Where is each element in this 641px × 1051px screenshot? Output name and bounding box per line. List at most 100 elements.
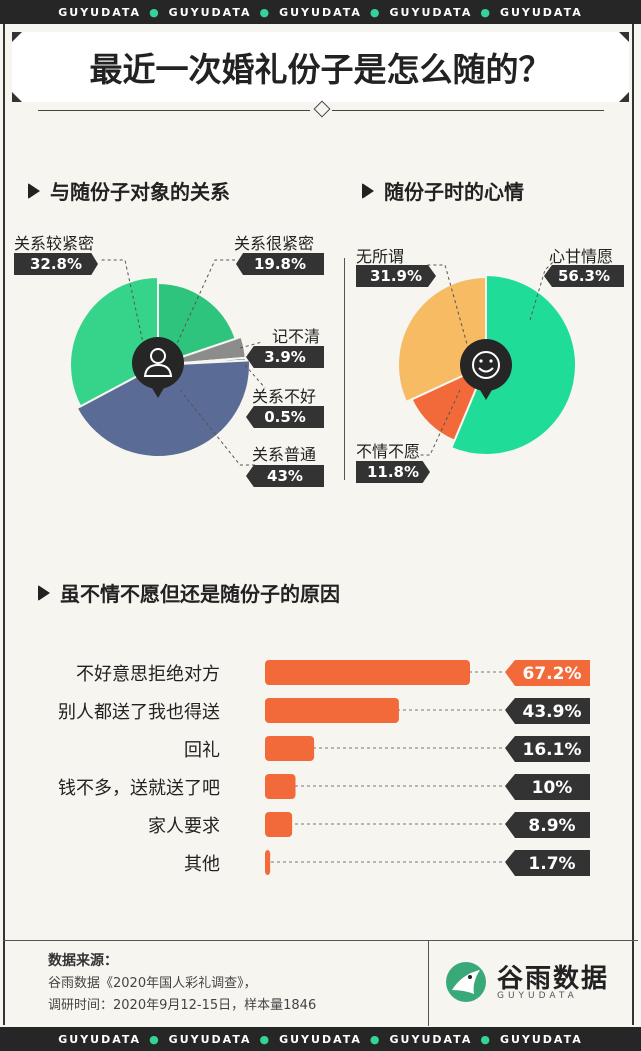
strip-brand-text: GUYUDATA xyxy=(279,5,362,19)
pie1-value-forgot: 3.9% xyxy=(246,346,324,368)
footer-vertical-divider xyxy=(428,940,429,1026)
section-reasons-heading: 虽不情不愿但还是随份子的原因 xyxy=(38,578,340,607)
pie1-value-very-close: 19.8% xyxy=(236,253,324,275)
strip-brand-text: GUYUDATA xyxy=(58,1032,142,1046)
strip-dot-icon: ● xyxy=(369,1032,382,1046)
strip-brand-text: GUYUDATA xyxy=(389,1032,473,1046)
pie-separator xyxy=(344,258,345,480)
leader-line xyxy=(420,389,461,456)
logo-subtitle: GUYUDATA xyxy=(497,991,578,1001)
pie1-label-close-ish: 关系较紧密 xyxy=(14,234,95,253)
top-brand-strip: GUYUDATA ● GUYUDATA ● GUYUDATA ● GUYUDATA ● GUYU… xyxy=(0,0,641,24)
leader-line xyxy=(239,341,263,349)
bar-value-label: 67.2% xyxy=(523,664,582,684)
strip-brand-text: GUYUDATA xyxy=(279,1032,362,1046)
pie1-label-normal: 关系普通 xyxy=(252,445,317,464)
source-heading: 数据来源： xyxy=(48,953,118,969)
bar-value-tag xyxy=(505,736,590,762)
logo-bird-icon xyxy=(446,962,486,1002)
logo-name: 谷雨数据 xyxy=(497,964,610,994)
bar-value-label: 10% xyxy=(532,778,573,798)
bar xyxy=(265,660,470,685)
footer-divider xyxy=(3,940,638,941)
section-reasons-title: 虽不情不愿但还是随份子的原因 xyxy=(60,582,340,606)
bar-category-label: 钱不多，送就送了吧 xyxy=(58,778,220,799)
bottom-brand-strip: GUYUDATA ● GUYUDATA ● GUYUDATA ● GUYUDATA ● GUYU… xyxy=(0,1027,641,1051)
bar-value-tag xyxy=(505,698,590,724)
pie2-value-indifferent: 31.9% xyxy=(356,265,436,287)
mood-pie-chart xyxy=(397,259,577,456)
bar-value-label: 8.9% xyxy=(528,816,575,836)
pie-slice-reluctant xyxy=(410,363,488,442)
pie-slice-normal xyxy=(75,359,251,458)
bar-value-tag xyxy=(505,850,590,876)
user-icon xyxy=(132,337,184,398)
section-relationship-title: 与随份子对象的关系 xyxy=(50,180,230,204)
source-line-2: 调研时间：2020年9月12-15日，样本量1846 xyxy=(48,998,317,1013)
title-box-corners xyxy=(12,32,629,102)
relationship-pie-chart xyxy=(69,259,266,466)
strip-dot-icon: ● xyxy=(259,5,272,19)
reasons-bar-chart: 67.2% 43.9% 16.1% 10% 8.9% 1.7% xyxy=(265,660,590,876)
leader-line xyxy=(179,389,255,466)
pie1-label-forgot: 记不清 xyxy=(272,327,321,346)
section-relationship-heading: 与随份子对象的关系 xyxy=(28,176,230,205)
bar-value-tag xyxy=(505,812,590,838)
strip-brand-text: GUYUDATA xyxy=(168,1032,252,1046)
leader-line xyxy=(164,259,235,371)
pie1-value-close-ish: 32.8% xyxy=(14,253,98,275)
bar-value-label: 43.9% xyxy=(523,702,582,722)
section-mood-heading: 随份子时的心情 xyxy=(362,176,524,205)
strip-brand-text: GUYUDATA xyxy=(499,5,583,19)
pie1-label-bad: 关系不好 xyxy=(252,387,317,406)
bar-category-label: 其他 xyxy=(184,854,220,875)
leader-line xyxy=(244,364,266,389)
bar-value-tag xyxy=(505,660,590,686)
strip-dot-icon: ● xyxy=(480,5,492,19)
strip-dot-icon: ● xyxy=(149,1032,161,1046)
section-mood-title: 随份子时的心情 xyxy=(384,180,524,204)
bar xyxy=(265,736,315,761)
strip-dot-icon: ● xyxy=(259,1032,272,1046)
bar-category-label: 家人要求 xyxy=(148,816,220,837)
bar xyxy=(265,850,271,875)
bar-value-label: 16.1% xyxy=(523,740,582,760)
strip-dot-icon: ● xyxy=(480,1032,492,1046)
title-rule-right xyxy=(332,110,604,111)
pie1-label-very-close: 关系很紧密 xyxy=(234,234,315,253)
pie1-value-bad: 0.5% xyxy=(246,406,324,428)
bar-category-label: 回礼 xyxy=(184,740,220,761)
bar xyxy=(265,698,399,723)
strip-dot-icon: ● xyxy=(149,5,161,19)
leader-line xyxy=(425,264,471,356)
pie2-label-willing: 心甘情愿 xyxy=(549,247,614,266)
smile-icon xyxy=(460,339,512,400)
triangle-bullet-icon xyxy=(362,182,374,199)
strip-brand-text: GUYUDATA xyxy=(168,5,252,19)
strip-dot-icon: ● xyxy=(369,5,382,19)
title-rule-left xyxy=(38,110,310,111)
triangle-bullet-icon xyxy=(38,584,50,601)
pie1-value-normal: 43% xyxy=(246,465,324,487)
strip-brand-text: GUYUDATA xyxy=(389,5,473,19)
pie-slice-willing xyxy=(449,273,577,456)
bar-value-tag xyxy=(505,774,590,800)
bar-category-label: 别人都送了我也得送 xyxy=(58,702,220,723)
triangle-bullet-icon xyxy=(28,182,40,199)
bar-value-label: 1.7% xyxy=(528,854,575,874)
page-frame xyxy=(3,24,634,1025)
title-box xyxy=(12,32,629,102)
pie2-value-reluctant: 11.8% xyxy=(356,461,430,483)
strip-brand-text: GUYUDATA xyxy=(499,1032,583,1046)
page-title: 最近一次婚礼份子是怎么随的？ xyxy=(89,50,552,89)
pie2-label-indifferent: 无所谓 xyxy=(356,247,405,266)
bar xyxy=(265,774,296,799)
pie2-label-reluctant: 不情不愿 xyxy=(356,442,421,461)
bar-category-label: 不好意思拒绝对方 xyxy=(76,664,220,685)
leader-line xyxy=(529,259,556,321)
strip-brand-text: GUYUDATA xyxy=(58,5,142,19)
bar xyxy=(265,812,293,837)
source-line-1: 谷雨数据《2020年国人彩礼调查》， xyxy=(48,976,257,991)
leader-line xyxy=(100,259,151,376)
pie2-value-willing: 56.3% xyxy=(544,265,624,287)
